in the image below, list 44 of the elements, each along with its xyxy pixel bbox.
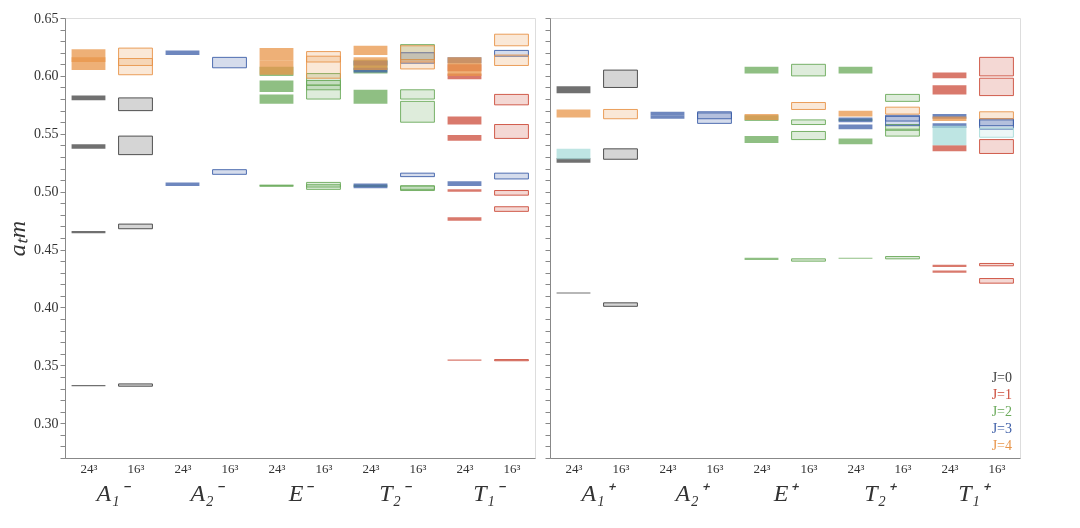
- text: J=3: [991, 421, 1012, 436]
- text: A₂⁻: [188, 480, 225, 506]
- x-tick-label: 16³: [800, 460, 818, 476]
- x-tick-label: 16³: [315, 460, 333, 476]
- text: T₂⁺: [864, 480, 897, 506]
- text: E⁺: [772, 480, 800, 506]
- y-tick-label: 0.35: [34, 357, 59, 373]
- x-tick-label: 24³: [565, 460, 583, 476]
- text: T₁⁺: [958, 480, 991, 506]
- x-tick-label: 24³: [659, 460, 677, 476]
- x-tick-label: 24³: [174, 460, 192, 476]
- text: A₂⁺: [673, 480, 710, 506]
- x-tick-label: 24³: [80, 460, 98, 476]
- x-tick-label: 16³: [988, 460, 1006, 476]
- x-tick-label: 24³: [268, 460, 286, 476]
- x-tick-label: 24³: [362, 460, 380, 476]
- x-tick-label: 16³: [706, 460, 724, 476]
- text: J=2: [991, 404, 1012, 419]
- text: T₂⁻: [379, 480, 412, 506]
- x-tick-label: 16³: [503, 460, 521, 476]
- x-tick-label: 16³: [221, 460, 239, 476]
- y-tick-label: 0.45: [34, 242, 59, 258]
- x-tick-label: 24³: [456, 460, 474, 476]
- x-tick-label: 24³: [753, 460, 771, 476]
- y-tick-label: 0.65: [34, 10, 59, 26]
- x-tick-label: 24³: [847, 460, 865, 476]
- text: E⁻: [287, 480, 315, 506]
- y-tick-label: 0.40: [34, 299, 59, 315]
- y-tick-label: 0.55: [34, 126, 59, 142]
- y-tick-label: 0.50: [34, 184, 59, 200]
- text: T₁⁻: [473, 480, 506, 506]
- y-axis-title: aₜm: [4, 220, 30, 257]
- text: J=1: [991, 387, 1012, 402]
- y-tick-label: 0.60: [34, 68, 59, 84]
- x-tick-label: 24³: [941, 460, 959, 476]
- x-tick-label: 16³: [409, 460, 427, 476]
- text: A₁⁺: [579, 480, 616, 506]
- x-tick-label: 16³: [127, 460, 145, 476]
- text: J=0: [991, 370, 1012, 385]
- y-tick-label: 0.30: [34, 415, 59, 431]
- text: A₁⁻: [94, 480, 131, 506]
- text: J=4: [991, 438, 1012, 453]
- x-tick-label: 16³: [612, 460, 630, 476]
- x-tick-label: 16³: [894, 460, 912, 476]
